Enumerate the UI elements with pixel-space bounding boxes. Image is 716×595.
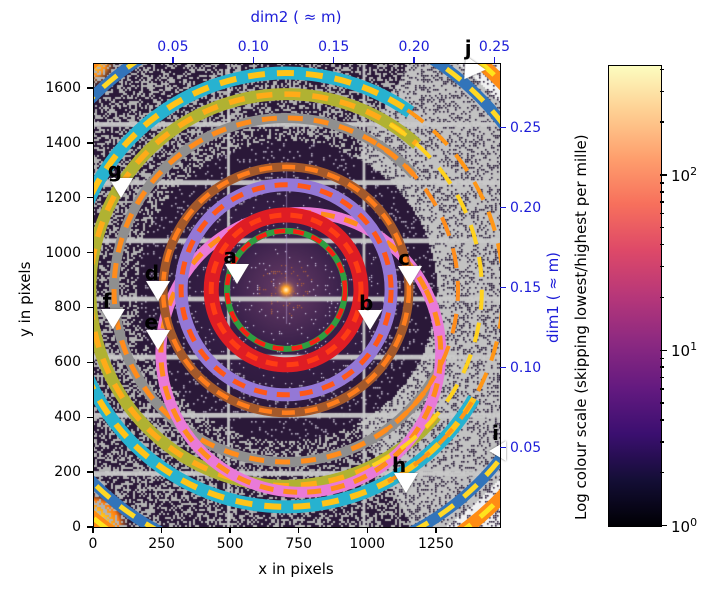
y-tick (87, 251, 93, 254)
x-tick-label: 750 (285, 536, 313, 552)
colorbar-minor-tick (660, 90, 664, 92)
y-tick (87, 306, 93, 309)
colorbar-tick-label: 101 (671, 340, 698, 361)
right-tick-label: 0.25 (510, 119, 542, 136)
ring-green-dashes (224, 228, 348, 352)
y-tick (87, 197, 93, 199)
right-tick (500, 206, 506, 209)
colorbar-minor-tick (660, 265, 664, 268)
top-axis-label: dim2 ( ≈ m) (250, 8, 342, 26)
colorbar-minor-tick (660, 296, 664, 299)
colorbar-minor-tick (660, 191, 664, 193)
x-tick (229, 527, 231, 533)
y-tick (87, 87, 93, 89)
ring-olive-dashes (93, 91, 439, 489)
colorbar-minor-tick (660, 366, 664, 368)
top-tick-label: 0.25 (478, 39, 511, 55)
colorbar-minor-tick (660, 68, 664, 71)
right-tick (500, 126, 506, 129)
ring-overlay (93, 63, 500, 527)
right-tick-label: 0.15 (510, 279, 542, 296)
right-tick (500, 446, 506, 449)
y-tick-label: 1400 (45, 134, 81, 151)
colorbar-minor-tick (660, 201, 664, 203)
x-tick-label: 250 (148, 536, 175, 552)
ring-red-dashes (208, 212, 364, 368)
y-tick-label: 400 (54, 409, 81, 426)
x-tick (435, 527, 437, 533)
colorbar-minor-tick (660, 472, 664, 474)
right-tick (500, 286, 506, 289)
ring-pink-dashes (158, 209, 444, 495)
colorbar-minor-tick (660, 243, 664, 246)
x-tick (92, 527, 94, 533)
colorbar-minor-tick (660, 213, 664, 215)
x-tick (366, 527, 368, 533)
colorbar-minor-tick (660, 402, 664, 404)
y-tick-label: 800 (54, 299, 81, 316)
colorbar-minor-tick (660, 376, 664, 379)
colorbar-minor-tick (660, 357, 664, 359)
x-tick (297, 527, 300, 533)
ring-gray-dashes (111, 115, 441, 465)
right-axis-label: dim1 ( ≈ m) (544, 251, 562, 343)
right-tick-label: 0.10 (510, 359, 542, 376)
x-tick-label: 1000 (349, 536, 386, 552)
ring-purple-dashes (178, 182, 394, 398)
top-tick-label: 0.15 (318, 39, 350, 55)
colorbar-major-tick (660, 524, 667, 527)
x-tick-label: 0 (88, 536, 98, 552)
y-tick (87, 142, 93, 144)
x-tick (160, 527, 163, 533)
y-tick-label: 600 (54, 354, 81, 371)
colorbar-major-tick (660, 349, 667, 351)
y-tick (87, 471, 93, 473)
y-tick-label: 1600 (45, 79, 81, 96)
y-tick (87, 526, 93, 528)
top-tick (413, 57, 415, 63)
colorbar-minor-tick (660, 226, 664, 229)
top-tick (172, 57, 174, 63)
masked-arc-olive (371, 122, 484, 468)
right-tick (500, 366, 506, 369)
y-axis-label: y in pixels (16, 261, 34, 337)
colorbar-minor-tick (660, 419, 664, 421)
x-tick-label: 500 (216, 536, 244, 552)
ring-cyan-dashes (93, 70, 477, 510)
colorbar-minor-tick (660, 182, 664, 184)
colorbar-minor-tick (660, 388, 664, 390)
y-tick (87, 416, 93, 418)
colorbar-tick-label: 100 (671, 515, 698, 536)
right-tick-label: 0.05 (510, 439, 542, 456)
ring-label-j: j (464, 36, 472, 61)
y-tick (87, 361, 93, 364)
ring-blue-band (93, 63, 500, 527)
colorbar-tick-label: 102 (671, 164, 698, 185)
colorbar-minor-tick (660, 121, 664, 123)
top-tick-label: 0.20 (398, 39, 430, 55)
x-axis-label: x in pixels (258, 560, 334, 578)
ring-brown-dashes (160, 164, 412, 415)
masked-arc-cyan (386, 108, 500, 484)
top-tick-label: 0.10 (237, 39, 269, 55)
colorbar (608, 65, 662, 527)
colorbar-label: Log colour scale (skipping lowest/highes… (572, 134, 590, 520)
y-tick-label: 1000 (45, 244, 81, 261)
top-tick-label: 0.05 (157, 39, 189, 55)
y-tick-label: 200 (54, 464, 81, 481)
top-tick (252, 57, 254, 63)
colorbar-major-tick (660, 174, 667, 176)
y-tick-label: 0 (72, 519, 81, 535)
top-tick (333, 57, 335, 63)
masked-arc-gray (360, 142, 461, 447)
y-tick-label: 1200 (45, 189, 81, 206)
top-tick (493, 57, 496, 63)
colorbar-minor-tick (660, 441, 664, 443)
right-tick-label: 0.20 (510, 199, 542, 216)
x-tick-label: 1250 (417, 536, 454, 552)
